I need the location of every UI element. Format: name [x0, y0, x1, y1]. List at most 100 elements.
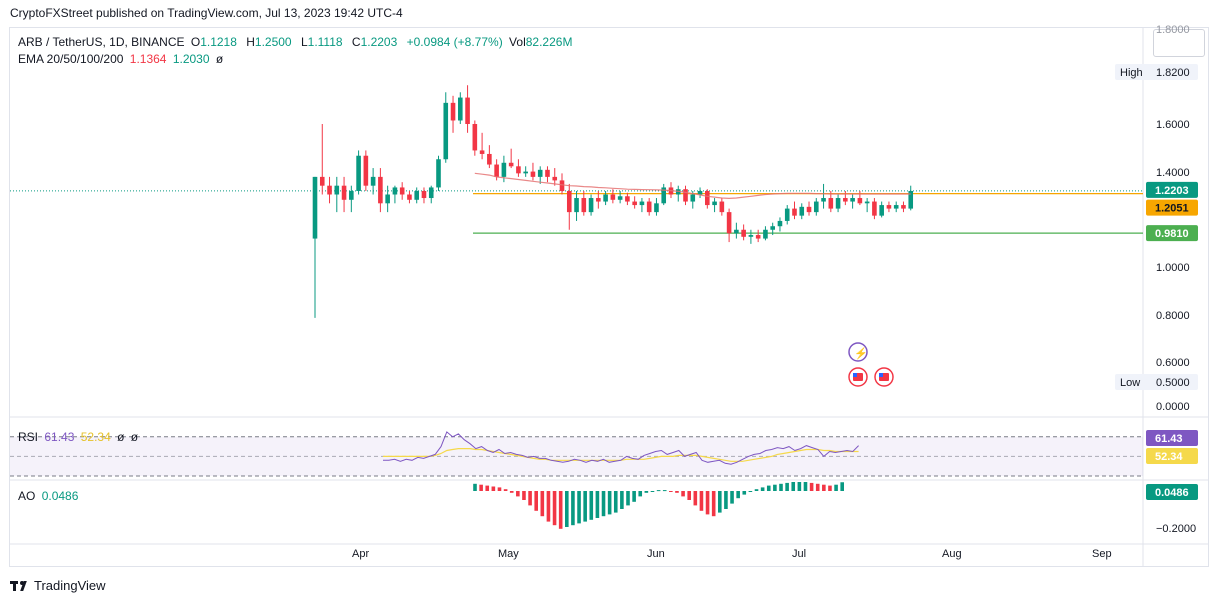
price-tick-top: 1.8000 — [1156, 24, 1190, 36]
candle-body — [879, 205, 884, 216]
candle-body — [465, 97, 470, 124]
price-tick: 0.6000 — [1156, 357, 1190, 369]
support-tag[interactable] — [1146, 225, 1198, 242]
ao-bar — [528, 491, 532, 506]
candle-body — [537, 169, 543, 177]
ao-bar — [711, 491, 716, 517]
candle-body — [886, 205, 892, 209]
candle-body — [530, 171, 536, 177]
candle-body — [523, 171, 528, 174]
ao-bar — [479, 484, 483, 491]
high-label: H — [246, 35, 255, 49]
low-value: 1.1118 — [307, 35, 343, 49]
high-value: 1.8200 — [1156, 67, 1190, 79]
candle-body — [901, 205, 906, 209]
ao-bar — [522, 491, 526, 500]
ao-bar — [613, 491, 618, 513]
price-tick-hidden: 1.0000 — [1156, 262, 1190, 274]
candle-body — [385, 194, 390, 204]
ohlc-legend: ARB / TetherUS, 1D, BINANCE O1.1218 H1.2… — [18, 34, 578, 50]
resistance-tag[interactable] — [1146, 199, 1198, 216]
candle-body — [407, 194, 412, 200]
ao-bar — [742, 491, 747, 495]
candle-body — [763, 229, 768, 239]
ao-bar — [662, 490, 667, 492]
flag-canton — [879, 373, 883, 377]
candle-body — [726, 212, 732, 234]
candle-body — [399, 187, 405, 195]
ao-bar — [779, 483, 783, 491]
ao-label: AO — [18, 489, 36, 503]
ao-bar — [766, 485, 771, 491]
ao-bar — [595, 491, 600, 518]
ao-value: 0.0486 — [41, 489, 79, 503]
candle-body — [777, 220, 783, 227]
ema-label: EMA 20/50/100/200 — [18, 52, 124, 66]
ao-bar — [620, 491, 624, 509]
rsi-ma-value: 52.34 — [80, 430, 111, 444]
candle-body — [639, 201, 645, 206]
candle-body — [806, 206, 812, 213]
candle-body — [821, 198, 826, 202]
ao-bar — [773, 484, 777, 491]
change-value: +0.0984 (+8.77%) — [406, 35, 503, 49]
candle-body — [349, 190, 354, 200]
time-tick-jul: Jul — [792, 548, 806, 560]
candle-body — [850, 198, 855, 202]
tradingview-logo[interactable]: TradingView — [10, 578, 106, 593]
ao-bar — [791, 482, 796, 491]
ao-bar — [558, 491, 563, 529]
low-label: L — [300, 35, 308, 49]
price-tick: 0.0000 — [1156, 401, 1190, 413]
ao-bar — [705, 491, 710, 515]
ao-bar — [577, 491, 581, 524]
ao-tag-text: 0.0486 — [1155, 487, 1189, 499]
candle-body — [566, 190, 572, 213]
rsi-label: RSI — [18, 430, 39, 444]
ema-value-1: 1.1364 — [129, 52, 167, 66]
ao-tag[interactable] — [1146, 484, 1198, 500]
ao-bar — [638, 491, 643, 497]
candle-body — [552, 176, 558, 181]
ao-bar — [828, 485, 832, 491]
flash-event-icon[interactable] — [848, 342, 868, 362]
resistance-tag-text: 1.2051 — [1155, 203, 1189, 215]
candle-body — [436, 159, 441, 188]
ao-bar — [485, 485, 490, 491]
low-label: Low — [1120, 377, 1140, 389]
candle-body — [494, 164, 499, 177]
ao-bar — [644, 491, 649, 493]
ao-tick: −0.2000 — [1156, 523, 1196, 535]
ao-bar — [681, 491, 685, 497]
scale-settings-button[interactable] — [1153, 29, 1205, 57]
rsi-tag[interactable] — [1146, 430, 1198, 446]
candle-body — [690, 194, 696, 202]
candle-body — [508, 162, 514, 167]
candle-body — [603, 194, 608, 202]
rsi-ma-tag-text: 52.34 — [1155, 451, 1183, 463]
time-tick-jun: Jun — [647, 548, 665, 560]
candle-body — [574, 198, 579, 213]
candle-body — [487, 153, 492, 165]
last-price-tag[interactable] — [1146, 181, 1198, 198]
rsi-line — [383, 431, 859, 465]
candle-body — [610, 194, 616, 200]
candle-body — [712, 201, 717, 206]
publisher-line: CryptoFXStreet published on TradingView.… — [10, 6, 403, 20]
volume-label: Vol — [509, 35, 526, 49]
candle-body — [319, 176, 325, 186]
candle-body — [363, 155, 369, 186]
last-price-tag-text: 1.2203 — [1155, 185, 1189, 197]
rsi-ma-tag[interactable] — [1146, 448, 1198, 464]
candle-body — [559, 180, 565, 191]
candle-body — [661, 187, 667, 204]
ao-bar — [840, 482, 844, 491]
ema-value-2: 1.2030 — [172, 52, 210, 66]
candle-body — [741, 229, 746, 237]
ao-bar — [699, 491, 704, 511]
ao-bar — [730, 491, 734, 504]
chart-frame — [9, 27, 1209, 567]
ao-bar — [834, 484, 838, 491]
ao-bar — [491, 486, 496, 491]
